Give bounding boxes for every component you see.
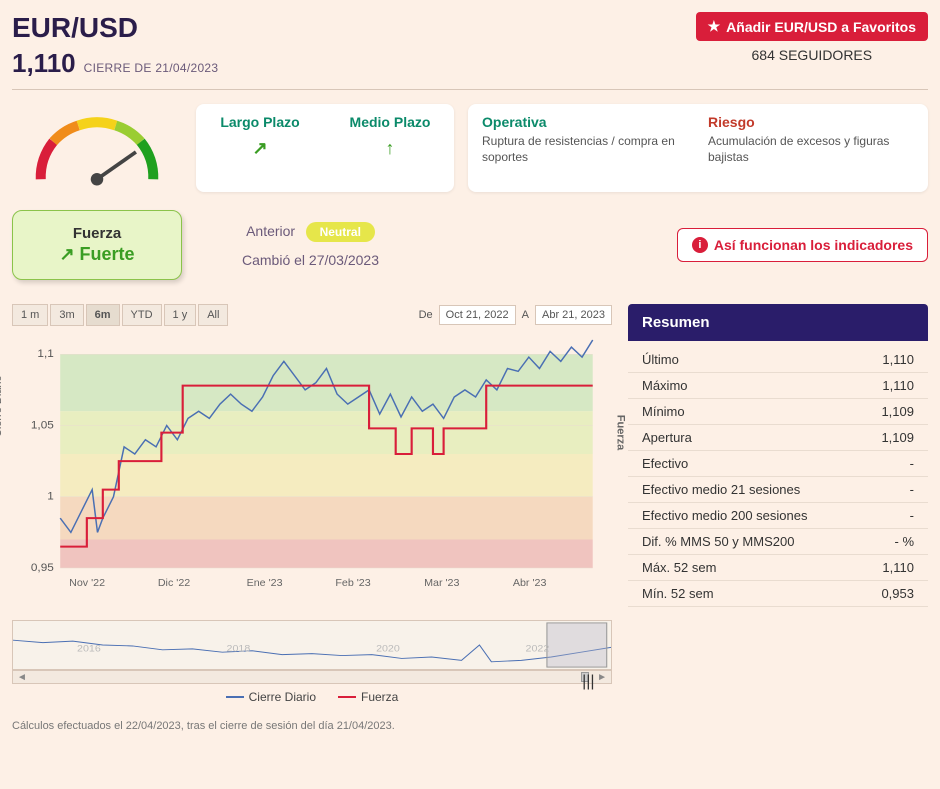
range-button[interactable]: 6m	[86, 304, 120, 326]
fav-button-label: Añadir EUR/USD a Favoritos	[726, 19, 916, 35]
fuerza-value: ↗ Fuerte	[27, 244, 167, 265]
y-axis-right-label: Fuerza	[614, 415, 626, 450]
riesgo-title: Riesgo	[708, 114, 914, 130]
operativa-title: Operativa	[482, 114, 688, 130]
date-from-input[interactable]: Oct 21, 2022	[439, 305, 516, 325]
svg-text:2020: 2020	[376, 644, 400, 654]
gauge-widget	[12, 104, 182, 192]
svg-text:Feb '23: Feb '23	[335, 578, 371, 589]
plazo-card: Largo Plazo ↗ Medio Plazo ↑	[196, 104, 454, 192]
operativa-riesgo-card: Operativa Ruptura de resistencias / comp…	[468, 104, 928, 192]
add-favorite-button[interactable]: ★ Añadir EUR/USD a Favoritos	[696, 12, 928, 41]
date-from-label: De	[419, 309, 433, 321]
svg-text:Ene '23: Ene '23	[247, 578, 283, 589]
anterior-label: Anterior	[246, 223, 295, 239]
arrow-up-icon: ↑	[386, 138, 395, 159]
range-button[interactable]: 3m	[50, 304, 83, 326]
legend-cierre-label: Cierre Diario	[249, 690, 316, 704]
summary-body: Último1,110Máximo1,110Mínimo1,109Apertur…	[628, 341, 928, 613]
date-to-label: A	[522, 309, 529, 321]
svg-text:1,05: 1,05	[31, 420, 54, 432]
fuerza-title: Fuerza	[27, 225, 167, 242]
date-to-input[interactable]: Abr 21, 2023	[535, 305, 612, 325]
info-button-label: Así funcionan los indicadores	[714, 237, 913, 253]
info-icon: i	[692, 237, 708, 253]
svg-text:2022: 2022	[526, 644, 550, 654]
star-icon: ★	[708, 18, 721, 35]
arrow-up-right-icon: ↗	[252, 138, 267, 159]
summary-row: Mín. 52 sem0,953	[628, 581, 928, 607]
divider	[12, 89, 928, 90]
footnote: Cálculos efectuados el 22/04/2023, tras …	[12, 720, 928, 732]
summary-row: Efectivo-	[628, 451, 928, 477]
close-label: CIERRE DE 21/04/2023	[84, 61, 219, 75]
svg-text:2018: 2018	[227, 644, 251, 654]
svg-text:Mar '23: Mar '23	[424, 578, 460, 589]
range-button[interactable]: 1 m	[12, 304, 48, 326]
price-chart[interactable]: 1,1 1,05 1 0,95 Nov '22 Dic '22 Ene '23 Feb '23…	[12, 332, 612, 592]
range-button[interactable]: All	[198, 304, 228, 326]
navigator-scrollbar[interactable]: ◄ ||| ►	[12, 670, 612, 684]
summary-row: Apertura1,109	[628, 425, 928, 451]
summary-row: Mínimo1,109	[628, 399, 928, 425]
svg-text:Dic '22: Dic '22	[158, 578, 191, 589]
svg-text:Nov '22: Nov '22	[69, 578, 105, 589]
svg-text:1,1: 1,1	[37, 349, 53, 361]
navigator-chart[interactable]: 2016 2018 2020 2022	[12, 620, 612, 670]
info-indicators-button[interactable]: i Así funcionan los indicadores	[677, 228, 928, 262]
summary-row: Efectivo medio 21 sesiones-	[628, 477, 928, 503]
price-value: 1,110	[12, 48, 76, 79]
svg-text:2016: 2016	[77, 644, 101, 654]
y-axis-left-label: Cierre Diario	[0, 375, 4, 437]
summary-row: Máximo1,110	[628, 373, 928, 399]
scrollbar-thumb[interactable]: |||	[581, 672, 589, 682]
largo-plazo-label: Largo Plazo	[210, 114, 310, 130]
svg-text:Abr '23: Abr '23	[513, 578, 547, 589]
riesgo-text: Acumulación de excesos y figuras bajista…	[708, 134, 914, 165]
fuerza-card: Fuerza ↗ Fuerte	[12, 210, 182, 280]
range-button-group: 1 m3m6mYTD1 yAll	[12, 304, 228, 326]
cambio-text: Cambió el 27/03/2023	[242, 252, 379, 268]
summary-row: Efectivo medio 200 sesiones-	[628, 503, 928, 529]
range-button[interactable]: 1 y	[164, 304, 197, 326]
summary-row: Máx. 52 sem1,110	[628, 555, 928, 581]
ticker-title: EUR/USD	[12, 12, 218, 44]
summary-row: Dif. % MMS 50 y MMS200- %	[628, 529, 928, 555]
chart-legend: Cierre Diario Fuerza	[12, 690, 612, 704]
medio-plazo-label: Medio Plazo	[340, 114, 440, 130]
legend-fuerza-label: Fuerza	[361, 690, 398, 704]
operativa-text: Ruptura de resistencias / compra en sopo…	[482, 134, 688, 165]
followers-count: 684 SEGUIDORES	[696, 47, 928, 63]
arrow-up-right-icon: ↗	[59, 244, 74, 264]
legend-swatch-cierre	[226, 696, 244, 698]
range-button[interactable]: YTD	[122, 304, 162, 326]
anterior-badge: Neutral	[306, 222, 375, 242]
legend-swatch-fuerza	[338, 696, 356, 698]
svg-text:1: 1	[47, 491, 54, 503]
svg-text:0,95: 0,95	[31, 562, 54, 574]
summary-row: Último1,110	[628, 347, 928, 373]
summary-header: Resumen	[628, 304, 928, 341]
